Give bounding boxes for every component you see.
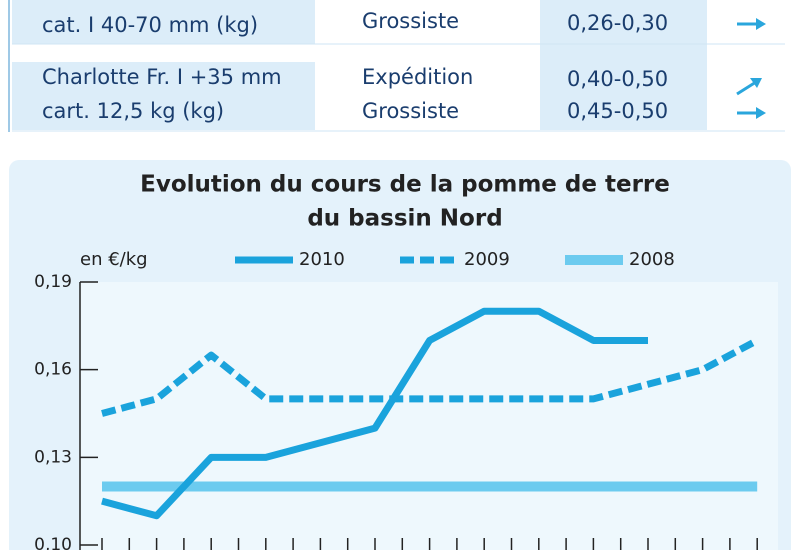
series-line — [101, 307, 648, 520]
trend-arrows — [736, 18, 766, 119]
legend-label: 2008 — [629, 249, 675, 270]
cell — [540, 56, 707, 130]
chart-title: Evolution du cours de la pomme de terre — [140, 172, 670, 198]
stage: Expédition — [362, 65, 473, 89]
product: cat. I 40-70 mm (kg) — [42, 13, 258, 37]
legend-label: 2010 — [299, 249, 345, 270]
y-tick-label: 0,10 — [34, 535, 72, 550]
cell — [12, 62, 315, 130]
stage: Grossiste — [362, 9, 459, 33]
cell — [540, 44, 707, 56]
product: Charlotte Fr. I +35 mm — [42, 65, 282, 89]
price: 0,45-0,50 — [567, 99, 668, 123]
stage: Grossiste — [362, 99, 459, 123]
y-tick-label: 0,19 — [34, 272, 72, 292]
y-axis-label: en €/kg — [80, 249, 148, 270]
series-line — [101, 337, 759, 417]
chart-title: du bassin Nord — [307, 206, 502, 232]
product: cart. 12,5 kg (kg) — [42, 99, 224, 123]
cell — [12, 0, 315, 44]
plot: 0,10 0,13 0,16 0,19 — [34, 272, 759, 550]
plot-area — [80, 282, 778, 550]
y-tick-label: 0,16 — [34, 360, 72, 380]
legend-label: 2009 — [464, 249, 510, 270]
cell — [540, 0, 707, 44]
y-tick-label: 0,13 — [34, 447, 72, 467]
price: 0,26-0,30 — [567, 11, 668, 35]
price: 0,40-0,50 — [567, 67, 668, 91]
